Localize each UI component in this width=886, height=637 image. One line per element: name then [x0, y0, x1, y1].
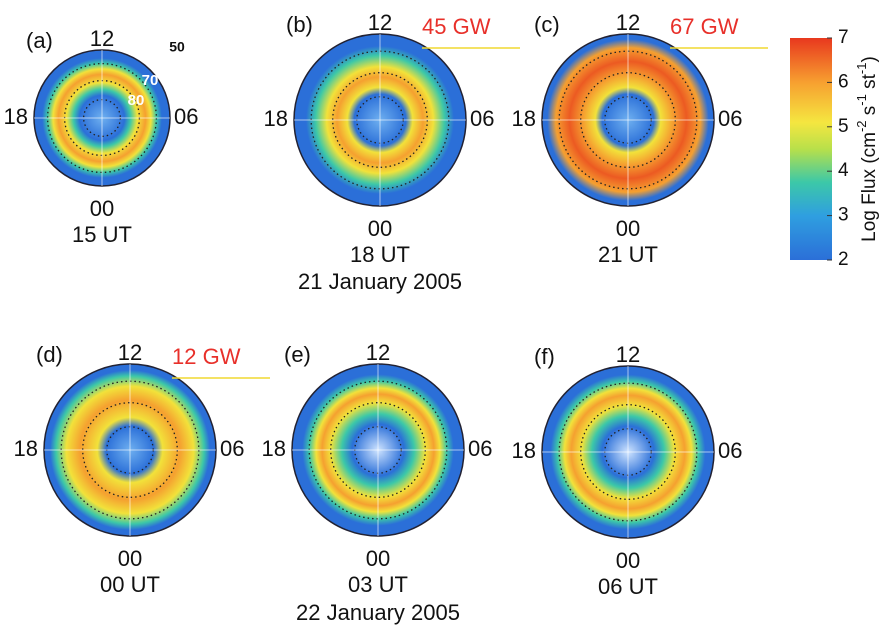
- colorbar-label-part: -1: [854, 94, 869, 106]
- midnight-label: 00: [118, 546, 142, 571]
- power-label: 67 GW: [670, 14, 739, 39]
- latitude-label: 70: [142, 72, 159, 89]
- power-label: 45 GW: [422, 14, 491, 39]
- colorbar-tick-label: 5: [838, 116, 849, 137]
- polar-panel: (d) 12 00 18 06 00 UT 12 GW: [14, 340, 270, 597]
- colorbar-label-part: st: [859, 73, 880, 94]
- time-label: 03 UT: [348, 572, 408, 597]
- dawn-label: 06: [470, 106, 494, 131]
- midnight-label: 00: [366, 546, 390, 571]
- colorbar: [790, 38, 832, 260]
- colorbar-tick-label: 7: [838, 27, 849, 48]
- colorbar-tick-label: 6: [838, 71, 849, 92]
- colorbar-label: Log Flux (cm-2 s-1 st-1): [854, 56, 880, 242]
- colorbar-tick-label: 4: [838, 160, 849, 181]
- colorbar-tick-label: 3: [838, 205, 849, 226]
- dawn-label: 06: [468, 436, 492, 461]
- noon-label: 12: [90, 26, 114, 51]
- polar-panel: (b) 12 00 18 06 18 UT 45 GW: [264, 10, 520, 267]
- time-label: 21 UT: [598, 242, 658, 267]
- midnight-label: 00: [90, 196, 114, 221]
- noon-label: 12: [368, 10, 392, 35]
- latitude-label: 60: [154, 56, 171, 73]
- time-label: 06 UT: [598, 574, 658, 599]
- dusk-label: 18: [512, 438, 536, 463]
- dusk-label: 18: [4, 104, 28, 129]
- panel-label: (c): [534, 12, 560, 37]
- power-label: 12 GW: [172, 344, 241, 369]
- panel-label: (d): [36, 342, 63, 367]
- dawn-label: 06: [718, 106, 742, 131]
- polar-panel: (c) 12 00 18 06 21 UT 67 GW: [512, 10, 768, 267]
- dusk-label: 18: [512, 106, 536, 131]
- latitude-label: 80: [128, 92, 145, 109]
- noon-label: 12: [616, 10, 640, 35]
- midnight-label: 00: [368, 216, 392, 241]
- time-label: 15 UT: [72, 222, 132, 247]
- colorbar-label-part: ): [859, 56, 880, 62]
- noon-label: 12: [366, 340, 390, 365]
- noon-label: 12: [118, 340, 142, 365]
- midnight-label: 00: [616, 548, 640, 573]
- polar-panel: (e) 12 00 18 06 03 UT: [262, 340, 493, 597]
- polar-panel: (f) 12 00 18 06 06 UT: [512, 342, 743, 599]
- midnight-label: 00: [616, 216, 640, 241]
- time-label: 18 UT: [350, 242, 410, 267]
- panel-label: (a): [26, 28, 53, 53]
- colorbar-tick-label: 2: [838, 249, 849, 270]
- date-label: 21 January 2005: [298, 269, 462, 294]
- time-label: 00 UT: [100, 572, 160, 597]
- dusk-label: 18: [262, 436, 286, 461]
- colorbar-label-part: -1: [854, 62, 869, 74]
- dawn-label: 06: [718, 438, 742, 463]
- date-label: 22 January 2005: [296, 600, 460, 625]
- colorbar-label-part: Log Flux (cm: [859, 132, 880, 242]
- dusk-label: 18: [14, 436, 38, 461]
- panel-label: (e): [284, 342, 311, 367]
- colorbar-label-part: s: [859, 106, 880, 121]
- dawn-label: 06: [174, 104, 198, 129]
- noon-label: 12: [616, 342, 640, 367]
- dawn-label: 06: [220, 436, 244, 461]
- panel-label: (f): [534, 344, 555, 369]
- dusk-label: 18: [264, 106, 288, 131]
- latitude-label: 50: [169, 39, 185, 55]
- panel-label: (b): [286, 12, 313, 37]
- colorbar-label-part: -2: [854, 120, 869, 132]
